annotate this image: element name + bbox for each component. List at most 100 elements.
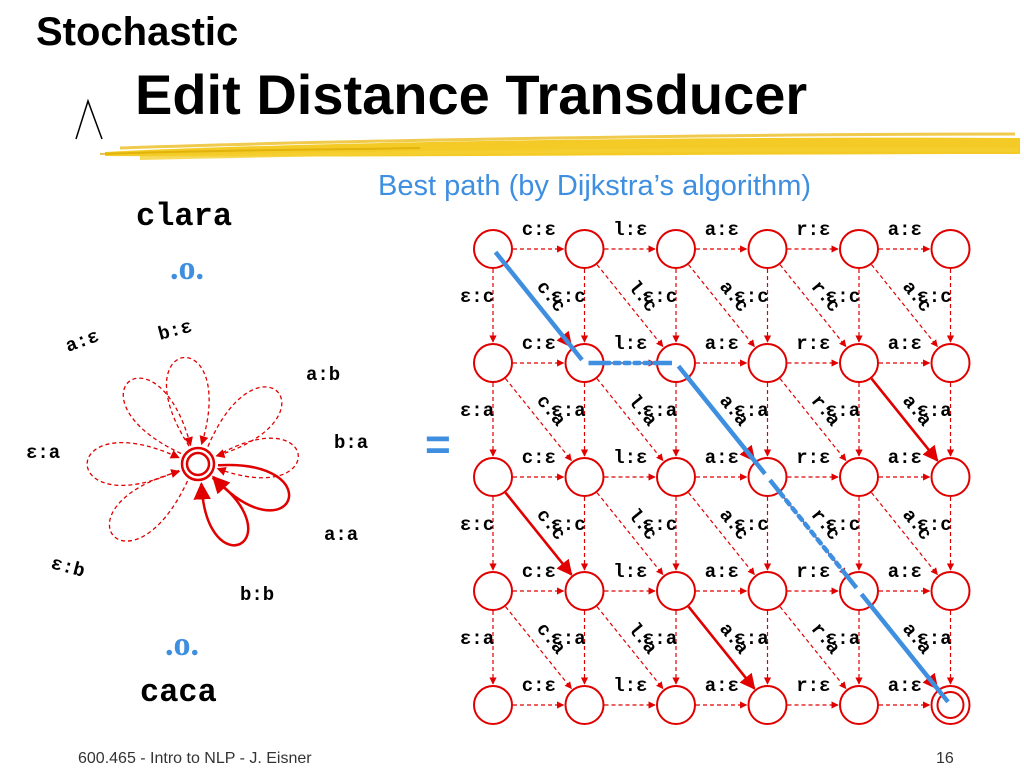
loop-label-b-b: b:b [240, 584, 274, 606]
edge-sub-1-1 [596, 378, 664, 462]
transducer-state-inner [185, 451, 211, 477]
edge-sub-3-2 [687, 605, 756, 690]
label-del-4-4: a:ε [888, 675, 922, 697]
lattice-node-1-0 [473, 343, 513, 383]
footer-course: 600.465 - Intro to NLP - J. Eisner [78, 750, 312, 767]
lattice-node-2-0 [473, 457, 513, 497]
best-path-segment-0 [490, 246, 587, 366]
lattice-final-node-inner [936, 691, 965, 719]
loop-label-b-a: b:a [334, 432, 368, 454]
label-del-2-0: c:ε [522, 447, 556, 469]
label-ins-3-2: ε:a [643, 628, 677, 650]
label-del-4-1: l:ε [613, 675, 647, 697]
lattice-node-0-2 [656, 229, 696, 269]
label-ins-3-0: ε:a [460, 628, 494, 650]
label-del-4-2: a:ε [705, 675, 739, 697]
best-path-node-exit-4 [859, 592, 874, 609]
label-ins-0-3: ε:c [734, 286, 768, 308]
edge-sub-1-3 [779, 378, 847, 462]
loop-eps-a [86, 441, 180, 487]
edge-sub-1-4 [870, 377, 939, 462]
label-del-3-0: c:ε [522, 561, 556, 583]
label-del-3-1: l:ε [613, 561, 647, 583]
label-del-1-4: a:ε [888, 333, 922, 355]
lattice-node-2-2 [656, 457, 696, 497]
best-path-segment-2 [673, 360, 770, 480]
loop-a-a [212, 463, 291, 512]
lattice-node-0-5 [930, 229, 971, 269]
lattice-node-4-0 [473, 685, 513, 725]
best-path-segment-3 [765, 474, 862, 594]
label-del-2-2: a:ε [705, 447, 739, 469]
lattice-node-2-5 [930, 457, 971, 497]
label-del-4-0: c:ε [522, 675, 556, 697]
edge-sub-2-4 [871, 492, 938, 576]
label-ins-0-4: ε:c [826, 286, 860, 308]
label-ins-3-3: ε:a [734, 628, 768, 650]
loop-label-b-eps: b:ε [156, 316, 195, 346]
edge-sub-0-1 [596, 264, 664, 348]
label-ins-0-2: ε:c [643, 286, 677, 308]
lattice-node-1-5 [930, 343, 971, 383]
label-del-2-4: a:ε [888, 447, 922, 469]
label-ins-3-4: ε:a [826, 628, 860, 650]
label-del-0-2: a:ε [705, 219, 739, 241]
label-ins-3-1: ε:a [551, 628, 585, 650]
lattice-node-3-2 [656, 571, 696, 611]
edge-sub-0-2 [688, 264, 755, 348]
lattice-node-1-3 [747, 343, 788, 383]
lattice-node-2-4 [839, 457, 879, 497]
edge-sub-2-1 [596, 492, 664, 576]
best-path-node-entry-3 [844, 573, 859, 590]
output-word: caca [140, 674, 217, 711]
lattice-node-2-1 [564, 457, 605, 497]
label-ins-1-1: ε:a [551, 400, 585, 422]
label-ins-1-2: ε:a [643, 400, 677, 422]
edge-sub-0-3 [779, 264, 847, 348]
label-ins-2-4: ε:c [826, 514, 860, 536]
best-path-node-entry-2 [752, 459, 767, 476]
edit-distance-transducer-diagram: a:ε b:ε a:b ε:a b:a ε:b a:a b:b [26, 316, 368, 606]
edge-sub-0-4 [871, 264, 938, 348]
loop-b-a [216, 437, 299, 479]
best-path-segment-4 [856, 588, 953, 708]
label-ins-0-0: ε:c [460, 286, 494, 308]
edge-sub-2-0 [504, 491, 573, 576]
loop-label-eps-a: ε:a [26, 442, 60, 464]
label-ins-2-0: ε:c [460, 514, 494, 536]
label-ins-0-1: ε:c [551, 286, 585, 308]
label-del-1-0: c:ε [522, 333, 556, 355]
slide-number: 16 [936, 750, 954, 767]
label-ins-3-5: ε:a [917, 628, 951, 650]
loop-b-b [193, 476, 250, 547]
label-del-0-4: a:ε [888, 219, 922, 241]
lattice-node-4-3 [747, 685, 788, 725]
lattice-node-4-2 [656, 685, 696, 725]
label-ins-1-3: ε:a [734, 400, 768, 422]
best-path-node-entry-4 [935, 687, 950, 704]
lattice-node-4-1 [564, 685, 605, 725]
lattice-node-0-4 [839, 229, 879, 269]
title-line2: Edit Distance Transducer [135, 63, 808, 126]
best-path-node-entry-0 [569, 345, 584, 362]
label-del-3-2: a:ε [705, 561, 739, 583]
compose-operator-bottom: .o. [165, 626, 199, 663]
label-ins-2-3: ε:c [734, 514, 768, 536]
label-del-2-1: l:ε [613, 447, 647, 469]
loop-label-eps-b: ε:b [48, 553, 87, 583]
label-del-0-1: l:ε [613, 219, 647, 241]
lattice-node-0-3 [747, 229, 788, 269]
label-del-1-3: r:ε [796, 333, 830, 355]
lattice-node-3-5 [930, 571, 971, 611]
caret-icon [75, 98, 103, 140]
loop-a-eps [122, 377, 193, 455]
lattice-node-3-1 [564, 571, 605, 611]
edge-sub-3-1 [596, 606, 664, 690]
lattice-node-3-0 [473, 571, 513, 611]
loop-b-eps [165, 356, 210, 447]
edge-sub-3-0 [505, 606, 572, 690]
best-path-node-exit-2 [676, 364, 691, 381]
label-ins-1-4: ε:a [826, 400, 860, 422]
label-ins-2-2: ε:c [643, 514, 677, 536]
edge-sub-2-2 [688, 492, 755, 576]
